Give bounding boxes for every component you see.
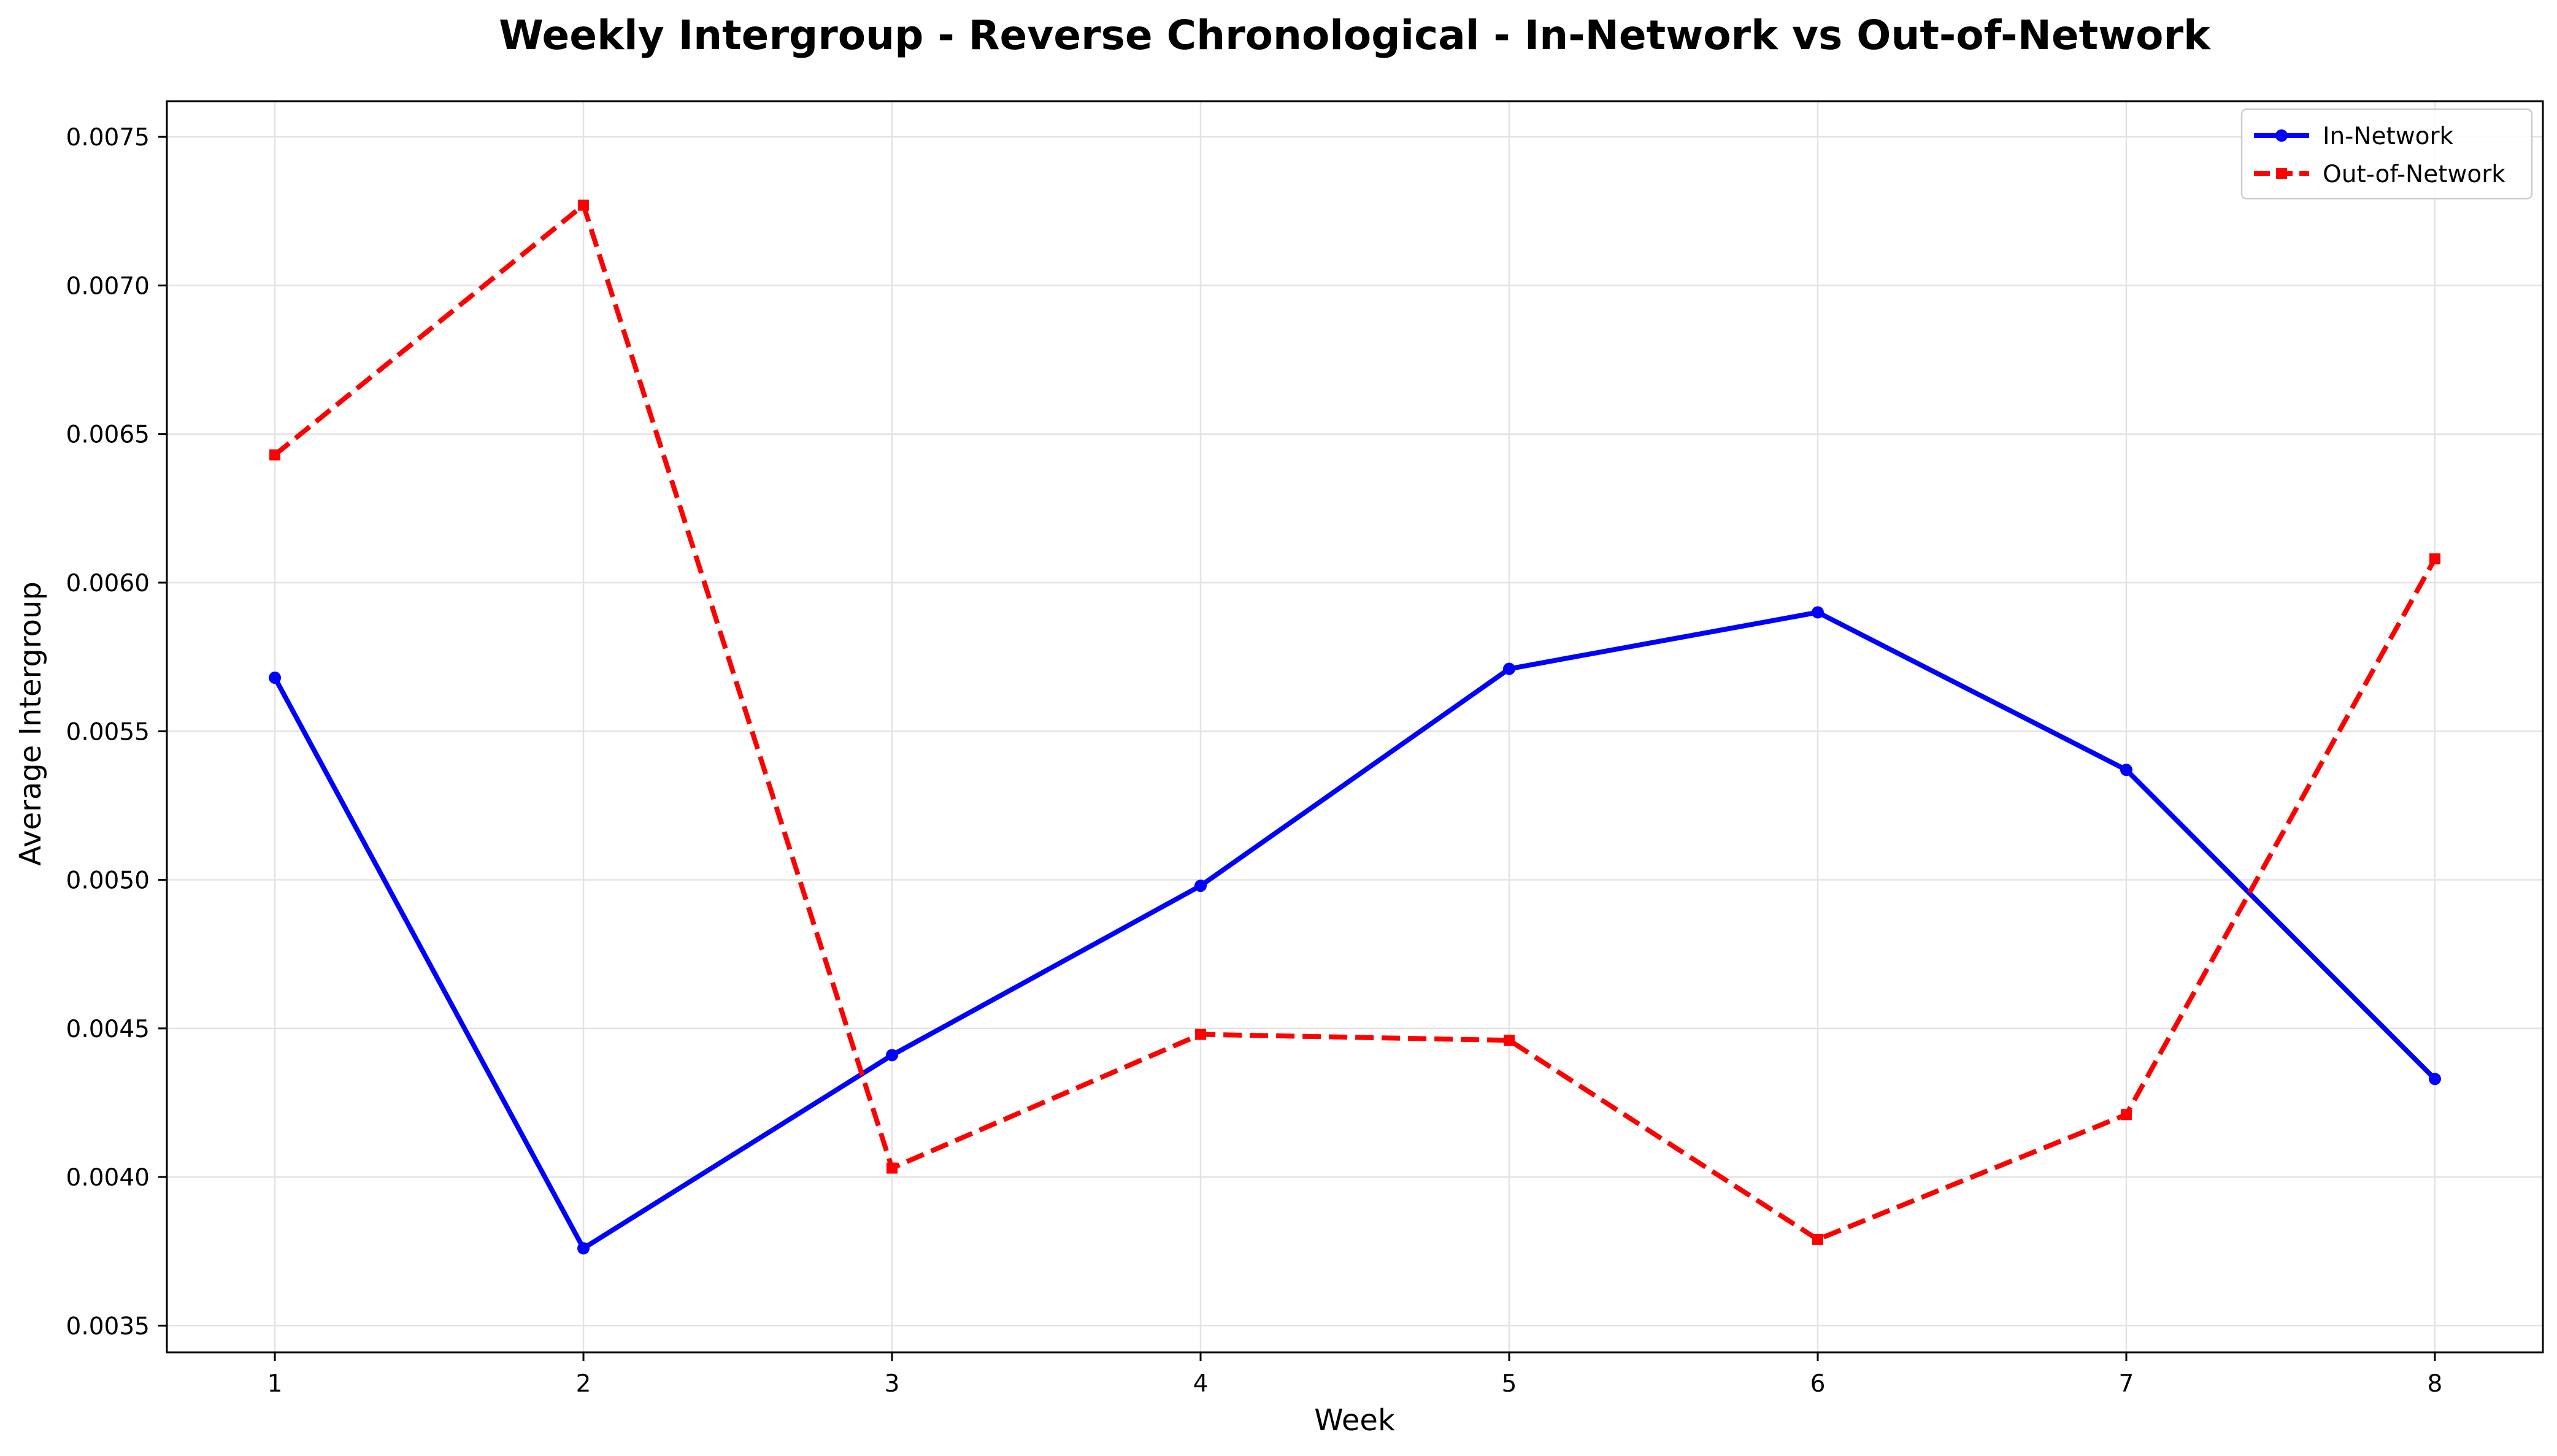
data-point-out-of-network <box>2429 553 2440 565</box>
series-in-network <box>269 606 2441 1255</box>
data-point-in-network <box>2120 764 2132 776</box>
legend-item-in-network: In-Network <box>2254 123 2454 150</box>
y-tick-label: 0.0060 <box>66 570 150 597</box>
x-axis-label: Week <box>1314 1403 1395 1438</box>
data-point-in-network <box>2428 1073 2441 1086</box>
data-point-out-of-network <box>269 449 281 461</box>
axis-ticks: 1 2 3 4 5 6 7 8 0.0035 0.0040 0.0045 0.0050 0.0055 0.… <box>66 124 2443 1398</box>
y-tick-label: 0.0050 <box>66 867 150 895</box>
x-tick-label: 7 <box>2119 1370 2134 1398</box>
data-point-out-of-network <box>1195 1029 1207 1040</box>
data-point-in-network <box>886 1049 899 1062</box>
x-tick-label: 5 <box>1502 1370 1517 1398</box>
chart-title: Weekly Intergroup - Reverse Chronologica… <box>499 12 2212 59</box>
series-lines <box>269 199 2441 1255</box>
y-tick-label: 0.0045 <box>66 1016 150 1043</box>
y-tick-label: 0.0065 <box>66 421 150 449</box>
data-point-in-network <box>1194 879 1207 892</box>
legend: In-Network Out-of-Network <box>2240 108 2533 200</box>
data-point-out-of-network <box>578 199 590 211</box>
y-tick-label: 0.0075 <box>66 124 150 151</box>
data-point-out-of-network <box>2120 1109 2132 1121</box>
grid-lines <box>167 101 2543 1352</box>
y-tick-label: 0.0040 <box>66 1164 150 1192</box>
x-tick-label: 8 <box>2428 1370 2443 1398</box>
legend-marker-in-network <box>2275 129 2288 142</box>
x-tick-label: 6 <box>1810 1370 1826 1398</box>
data-point-in-network <box>1811 606 1824 619</box>
plot-frame <box>166 100 2544 1354</box>
data-point-in-network <box>1502 662 1515 675</box>
y-axis-label: Average Intergroup <box>13 581 48 866</box>
series-line-in-network <box>272 610 2437 1251</box>
data-point-in-network <box>577 1242 590 1255</box>
legend-item-out-of-network: Out-of-Network <box>2254 161 2505 188</box>
legend-label-out-of-network: Out-of-Network <box>2323 161 2505 188</box>
series-out-of-network <box>269 199 2440 1245</box>
legend-box <box>2240 108 2533 200</box>
data-point-out-of-network <box>1503 1035 1515 1046</box>
y-tick-label: 0.0035 <box>66 1312 150 1340</box>
series-line-out-of-network <box>273 202 2437 1242</box>
x-tick-label: 3 <box>885 1370 900 1398</box>
data-point-in-network <box>269 672 282 684</box>
y-tick-label: 0.0055 <box>66 718 150 746</box>
y-tick-label: 0.0070 <box>66 272 150 300</box>
data-point-out-of-network <box>886 1162 898 1174</box>
legend-marker-out-of-network <box>2276 168 2287 179</box>
data-point-out-of-network <box>1812 1233 1823 1245</box>
x-tick-label: 1 <box>267 1370 283 1398</box>
x-tick-label: 2 <box>576 1370 591 1398</box>
legend-label-in-network: In-Network <box>2323 123 2454 150</box>
x-tick-label: 4 <box>1193 1370 1209 1398</box>
